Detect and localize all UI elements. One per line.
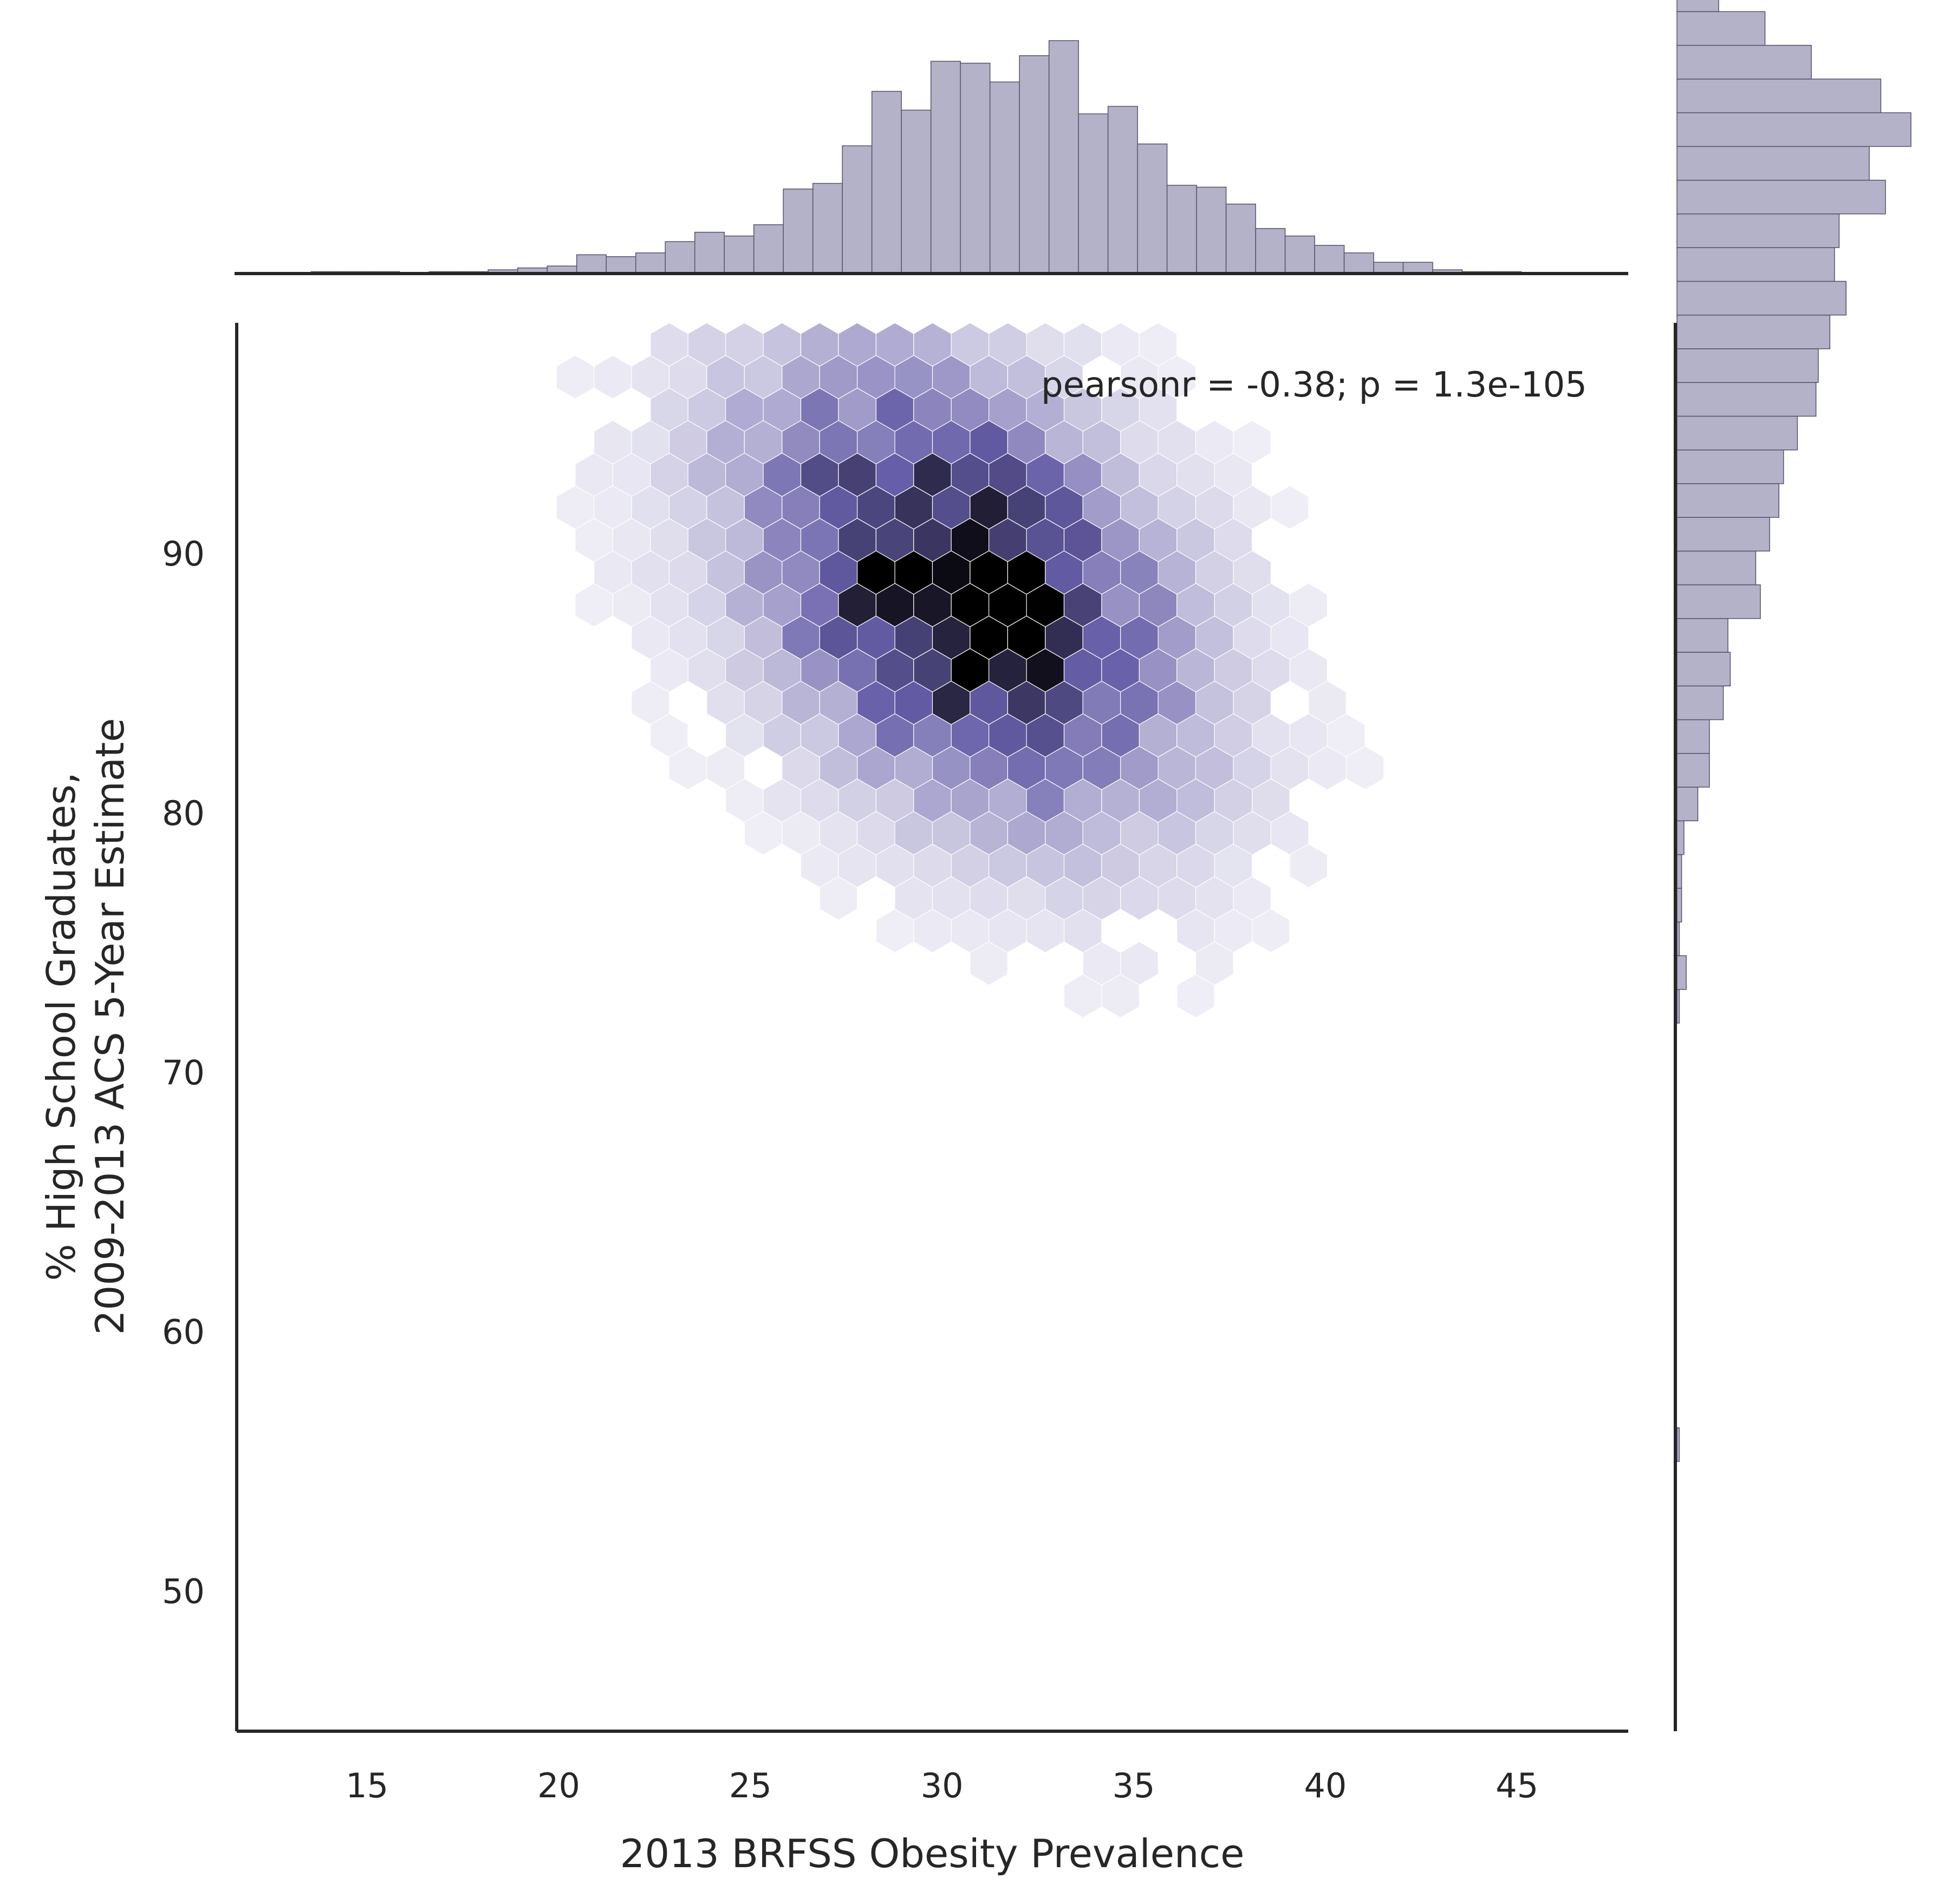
y-tick-80: 80 (162, 794, 205, 833)
top-hist-bar-33 (1225, 203, 1256, 274)
top-hist-bar-11 (576, 254, 607, 274)
y-tick-50: 50 (162, 1571, 205, 1611)
right-hist-bar-33 (1676, 584, 1761, 619)
right-hist-bar-50 (1676, 11, 1766, 46)
top-hist-bar-30 (1137, 143, 1168, 274)
pearson-annotation: pearsonr = -0.38; p = 1.3e-105 (1041, 365, 1587, 405)
right-hist-bar-23 (1676, 921, 1680, 957)
right-hist-bar-8 (1676, 1427, 1680, 1462)
top-hist-bar-22 (901, 109, 932, 274)
right-hist-bar-43 (1676, 247, 1835, 282)
hex-bin-99 (1270, 485, 1309, 530)
right-hist-bar-36 (1676, 483, 1779, 518)
right-hist-bar-40 (1676, 348, 1819, 383)
right-hist-bar-46 (1676, 146, 1870, 181)
top-marginal-histogram (310, 40, 1522, 274)
x-tick-20: 20 (537, 1766, 580, 1805)
right-hist-bar-48 (1676, 79, 1882, 113)
right-hist-bar-45 (1676, 179, 1886, 215)
right-hist-bar-22 (1676, 955, 1687, 990)
y-tick-70: 70 (162, 1053, 205, 1093)
top-hist-bar-35 (1284, 235, 1315, 274)
top-hist-bar-37 (1343, 252, 1374, 274)
top-hist-bar-25 (989, 81, 1020, 274)
top-hist-bar-39 (1402, 262, 1433, 274)
hex-bin-308 (970, 941, 1009, 986)
right-hist-bar-21 (1676, 989, 1680, 1024)
right-hist-bar-24 (1676, 888, 1682, 922)
right-hist-bar-47 (1676, 112, 1912, 147)
y-tick-90: 90 (162, 534, 205, 574)
right-hist-bar-35 (1676, 517, 1770, 552)
top-hist-bar-24 (960, 62, 991, 274)
right-hist-bar-28 (1676, 753, 1710, 788)
x-tick-25: 25 (729, 1766, 772, 1805)
right-hist-bar-30 (1676, 685, 1724, 720)
hex-bin-313 (1101, 973, 1140, 1018)
top-hist-bar-29 (1107, 106, 1138, 274)
top-hist-bar-20 (842, 145, 873, 274)
top-hist-bar-12 (606, 256, 636, 274)
x-tick-40: 40 (1304, 1766, 1347, 1805)
hex-bin-307 (1252, 908, 1290, 953)
right-hist-bar-26 (1676, 820, 1685, 855)
right-hist-bar-25 (1676, 854, 1682, 889)
y-axis-label: % High School Graduates, 2009-2013 ACS 5… (38, 718, 133, 1335)
right-hist-bar-37 (1676, 449, 1784, 484)
right-hist-bar-29 (1676, 719, 1710, 754)
right-hist-bar-41 (1676, 314, 1831, 349)
x-tick-30: 30 (921, 1766, 964, 1805)
right-hist-bar-32 (1676, 618, 1728, 653)
top-hist-bar-17 (753, 224, 784, 274)
top-hist-bar-34 (1255, 228, 1286, 274)
hex-bin-314 (1176, 973, 1215, 1018)
top-hist-bar-31 (1166, 185, 1197, 274)
top-hist-bar-21 (871, 90, 902, 274)
hex-bin-14 (556, 355, 595, 399)
right-hist-bar-49 (1676, 44, 1812, 80)
top-hist-bar-36 (1314, 245, 1345, 274)
top-hist-bar-27 (1048, 40, 1079, 274)
right-hist-bar-44 (1676, 213, 1840, 248)
right-hist-bar-42 (1676, 281, 1847, 316)
top-hist-bar-32 (1196, 186, 1227, 274)
hexbin-plot-area (556, 322, 1384, 1018)
top-hist-bar-23 (930, 61, 961, 274)
top-hist-bar-18 (783, 189, 814, 274)
x-tick-45: 45 (1496, 1766, 1538, 1805)
top-hist-bar-28 (1078, 113, 1109, 274)
top-hist-bar-26 (1019, 55, 1050, 274)
x-tick-15: 15 (346, 1766, 388, 1805)
x-tick-labels: 15 20 25 30 35 40 45 (346, 1766, 1538, 1805)
top-hist-bar-16 (724, 235, 755, 274)
hex-bin-244 (1345, 746, 1384, 790)
right-hist-bar-27 (1676, 787, 1699, 822)
y-tick-labels: 50 60 70 80 90 (162, 534, 205, 1611)
top-hist-bar-19 (812, 183, 843, 274)
top-hist-bar-38 (1373, 262, 1404, 274)
top-hist-bar-15 (694, 231, 725, 274)
right-hist-bar-34 (1676, 550, 1757, 586)
right-marginal-histogram (1676, 0, 1912, 1462)
right-hist-bar-38 (1676, 415, 1798, 451)
x-axis-label: 2013 BRFSS Obesity Prevalence (620, 1831, 1245, 1876)
x-tick-35: 35 (1113, 1766, 1155, 1805)
y-axis-label-line-1: % High School Graduates, (38, 772, 84, 1281)
top-hist-bar-13 (635, 252, 666, 274)
y-axis-label-line-2: 2009-2013 ACS 5-Year Estimate (87, 718, 133, 1335)
hex-bin-288 (819, 876, 858, 921)
hex-bin-15 (593, 355, 632, 399)
top-hist-bar-14 (665, 241, 695, 274)
right-hist-bar-39 (1676, 382, 1817, 417)
hex-bin-287 (1289, 843, 1328, 888)
right-hist-bar-51 (1676, 0, 1719, 12)
y-tick-60: 60 (162, 1312, 205, 1352)
right-hist-bar-31 (1676, 652, 1731, 687)
